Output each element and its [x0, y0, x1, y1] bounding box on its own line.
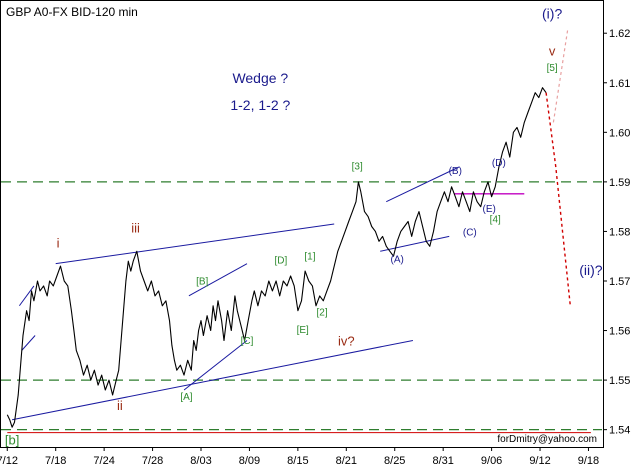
wave-label: [4]: [490, 215, 501, 226]
y-axis: 1.62 1.61 1.60 1.59 1.58 1.57 1.56 1.55 1.54: [603, 28, 630, 437]
x-tick-label: 7/28: [142, 455, 163, 467]
wave-label: iii: [131, 220, 140, 235]
x-tick-label: 7/12: [0, 455, 18, 467]
y-tick-label: 1.62: [609, 28, 630, 40]
wave-label: ii: [117, 398, 123, 413]
wave-label: Wedge ?: [232, 70, 288, 86]
wave-label: [3]: [352, 161, 363, 172]
x-tick-label: 8/03: [190, 455, 211, 467]
channel-line: [380, 235, 450, 252]
channel-line: [386, 166, 460, 203]
forecast-alt-path: [552, 28, 569, 123]
y-tick-label: 1.57: [609, 276, 630, 288]
channel-line: [12, 339, 413, 421]
wave-label: (ii)?: [579, 262, 603, 278]
forecast-group: [545, 28, 571, 306]
y-tick-label: 1.54: [609, 425, 630, 437]
channel-lines: [12, 166, 460, 421]
wave-label: (A): [390, 255, 403, 266]
x-tick-label: 8/09: [239, 455, 260, 467]
chart-title: GBP A0-FX BID-120 min: [6, 5, 138, 19]
wave-label: [D]: [275, 256, 288, 267]
channel-line: [55, 223, 335, 265]
y-tick-label: 1.60: [609, 127, 630, 139]
x-tick-label: 8/25: [384, 455, 405, 467]
horizontal-levels: [1, 181, 602, 434]
wave-label: (i)?: [542, 5, 562, 21]
x-tick-label: 7/24: [93, 455, 114, 467]
x-tick-label: 7/18: [45, 455, 66, 467]
wave-label: [B]: [196, 276, 208, 287]
wave-labels: Wedge ?1-2, 1-2 ?(i)?v[5](ii)?iiiiiiiv?[…: [5, 5, 603, 447]
wave-label: (B): [449, 166, 462, 177]
channel-line: [21, 335, 36, 351]
channel-line: [188, 263, 248, 297]
wave-label: (E): [483, 204, 496, 215]
y-tick-label: 1.55: [609, 375, 630, 387]
wave-label: [b]: [5, 433, 19, 448]
x-tick-label: 8/21: [336, 455, 357, 467]
price-series-line: [6, 87, 547, 428]
y-tick-label: 1.59: [609, 177, 630, 189]
y-tick-label: 1.58: [609, 226, 630, 238]
wave-label: [A]: [180, 392, 192, 403]
x-tick-label: 9/06: [481, 455, 502, 467]
x-tick-label: 8/15: [287, 455, 308, 467]
y-tick-label: 1.56: [609, 326, 630, 338]
wave-label: [E]: [297, 325, 309, 336]
channel-line: [18, 285, 35, 307]
wave-label: 1-2, 1-2 ?: [230, 97, 290, 113]
wave-label: [C]: [241, 336, 254, 347]
plot-frame: [0, 0, 604, 448]
x-tick-label: 8/31: [432, 455, 453, 467]
channel-line: [183, 340, 248, 391]
wave-label: v: [549, 44, 556, 59]
price-series-group: [6, 87, 547, 428]
x-tick-label: 9/18: [578, 455, 599, 467]
forecast-main-path: [545, 92, 571, 306]
wave-label: (D): [492, 158, 506, 169]
watermark-text: forDmitry@yahoo.com: [497, 434, 597, 445]
wave-label: [2]: [317, 308, 328, 319]
wave-label: i: [57, 235, 60, 250]
wave-label: (C): [463, 227, 477, 238]
x-tick-label: 9/12: [529, 455, 550, 467]
x-axis: 7/12 7/18 7/24 7/28 8/03 8/09 8/15 8/21 8/25 8/31…: [0, 447, 599, 467]
wave-label: iv?: [338, 333, 355, 348]
y-tick-label: 1.61: [609, 78, 630, 90]
wave-label: [5]: [547, 63, 558, 74]
wave-label: [1]: [304, 252, 315, 263]
